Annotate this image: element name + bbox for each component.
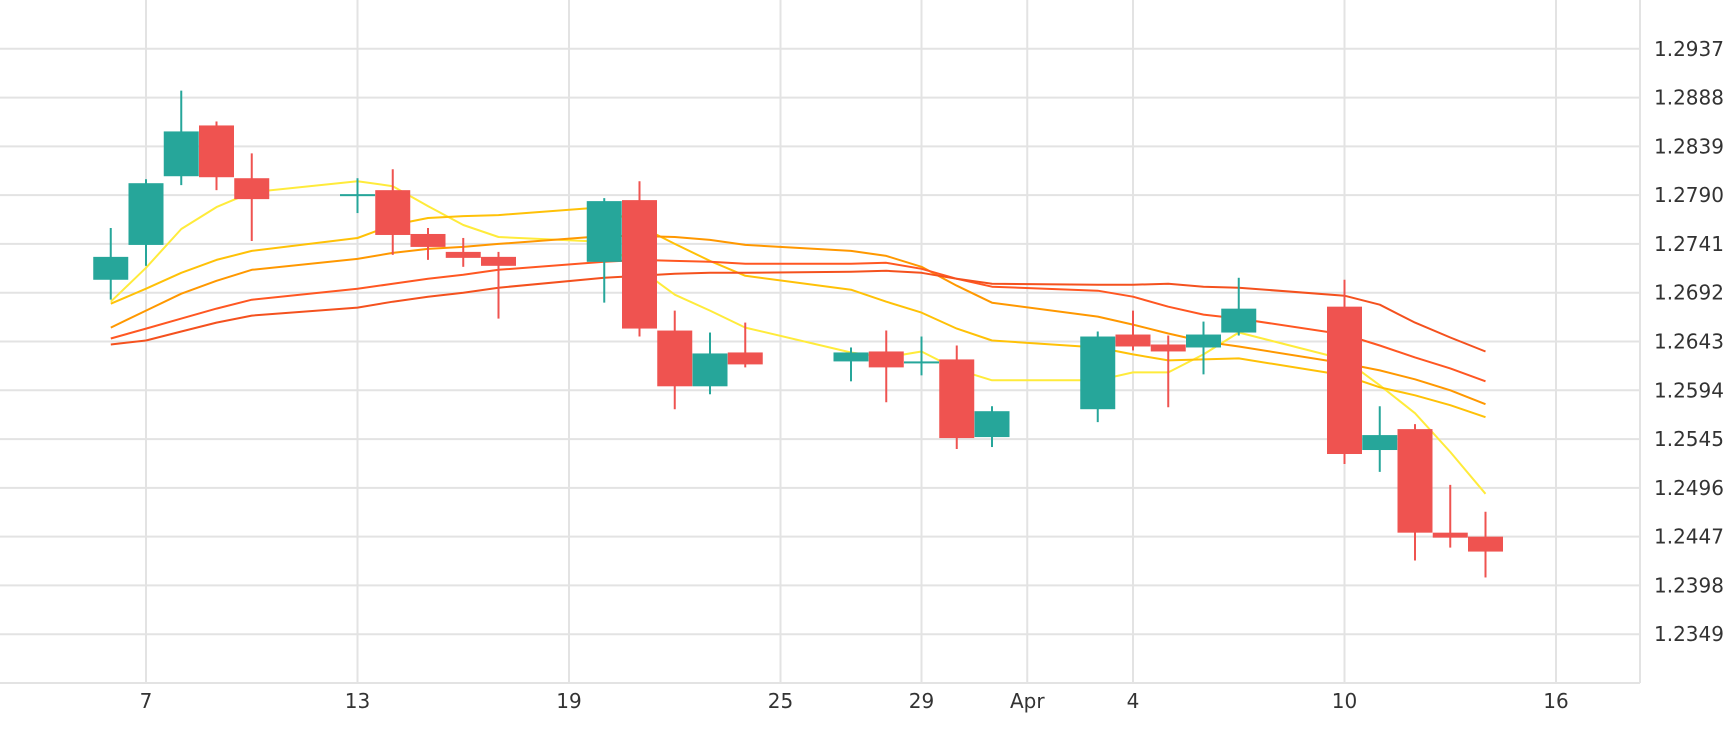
candle [622, 181, 657, 337]
x-tick-label: 7 [140, 689, 153, 713]
candle-body [586, 201, 622, 262]
candle [375, 169, 411, 255]
y-tick-label: 1.2349 [1654, 622, 1724, 646]
x-tick-label: 19 [556, 689, 581, 713]
x-tick-label: Apr [1010, 689, 1045, 713]
candle [445, 237, 481, 267]
candle-body [340, 194, 375, 197]
x-tick-label: 29 [909, 689, 934, 713]
candle [904, 336, 939, 376]
x-tick-label: 13 [345, 689, 370, 713]
candle [586, 198, 622, 303]
candle-body [1080, 336, 1116, 410]
candle [1432, 484, 1468, 548]
candle-body [1221, 308, 1257, 333]
candle [868, 330, 904, 403]
y-tick-label: 1.2594 [1654, 378, 1724, 402]
y-tick-label: 1.2496 [1654, 476, 1724, 500]
y-tick-label: 1.2790 [1654, 183, 1724, 207]
candle [1080, 331, 1116, 423]
candle-body [622, 200, 657, 329]
candle [1115, 310, 1151, 351]
candle-body [868, 351, 904, 368]
candle-body [199, 125, 234, 178]
candle [1327, 279, 1362, 464]
candle [692, 332, 728, 395]
candle [1397, 424, 1433, 561]
candle-body [234, 178, 270, 200]
candle-body [1115, 334, 1151, 347]
candle-body [93, 256, 129, 280]
candle [974, 406, 1010, 448]
candle-body [445, 251, 481, 258]
candle-body [163, 131, 199, 177]
candle [1362, 406, 1398, 472]
candle-body [481, 256, 516, 266]
candle-body [1362, 435, 1398, 451]
x-axis: 7 13 19 25 29 Apr 4 10 16 [140, 689, 1569, 713]
candle-body [833, 352, 869, 362]
candle-body [1150, 344, 1186, 352]
candle [234, 153, 270, 241]
candle [163, 90, 199, 186]
ma-line-4 [110, 258, 1486, 383]
candle [657, 310, 693, 410]
candle [93, 227, 129, 300]
candle-body [1432, 532, 1468, 538]
ma-line-1 [110, 180, 1487, 495]
candle [833, 347, 869, 382]
candle-body [1186, 334, 1221, 348]
candle-body [974, 411, 1010, 438]
candle [128, 179, 164, 266]
y-tick-label: 1.2447 [1654, 525, 1724, 549]
moving-average-lines [110, 180, 1487, 495]
grid [0, 0, 1641, 684]
candle [939, 345, 975, 450]
candle-body [375, 190, 411, 235]
candle-body [1327, 306, 1362, 455]
candle [410, 227, 446, 260]
x-tick-label: 4 [1127, 689, 1140, 713]
candle [1150, 335, 1186, 408]
x-tick-label: 25 [768, 689, 793, 713]
y-tick-label: 1.2741 [1654, 232, 1724, 256]
candle [1468, 511, 1503, 578]
candle [1221, 277, 1257, 336]
ma-line-2 [110, 206, 1486, 419]
candle-body [657, 330, 693, 387]
y-tick-label: 1.2839 [1654, 134, 1724, 158]
candle-body [939, 359, 975, 439]
y-tick-label: 1.2545 [1654, 427, 1724, 451]
x-tick-label: 10 [1332, 689, 1357, 713]
candle [340, 178, 375, 214]
y-tick-label: 1.2692 [1654, 281, 1724, 305]
ma-line-3 [110, 235, 1486, 406]
y-tick-label: 1.2937 [1654, 37, 1724, 61]
candle-body [128, 183, 164, 245]
candle-body [1468, 536, 1503, 552]
y-axis: 1.2349 1.2398 1.2447 1.2496 1.2545 1.2594 1.26… [1654, 37, 1724, 646]
candle-body [692, 353, 728, 387]
candle [481, 251, 516, 319]
candle-body [410, 233, 446, 247]
candle [727, 322, 763, 368]
y-tick-label: 1.2643 [1654, 330, 1724, 354]
x-tick-label: 16 [1543, 689, 1568, 713]
y-tick-label: 1.2888 [1654, 86, 1724, 110]
candle-body [1397, 429, 1433, 533]
ma-line-5 [110, 269, 1486, 353]
candles [93, 90, 1503, 578]
candle-body [904, 361, 939, 364]
y-tick-label: 1.2398 [1654, 573, 1724, 597]
candle-body [727, 352, 763, 365]
candle [1186, 321, 1221, 375]
candle [199, 121, 234, 191]
